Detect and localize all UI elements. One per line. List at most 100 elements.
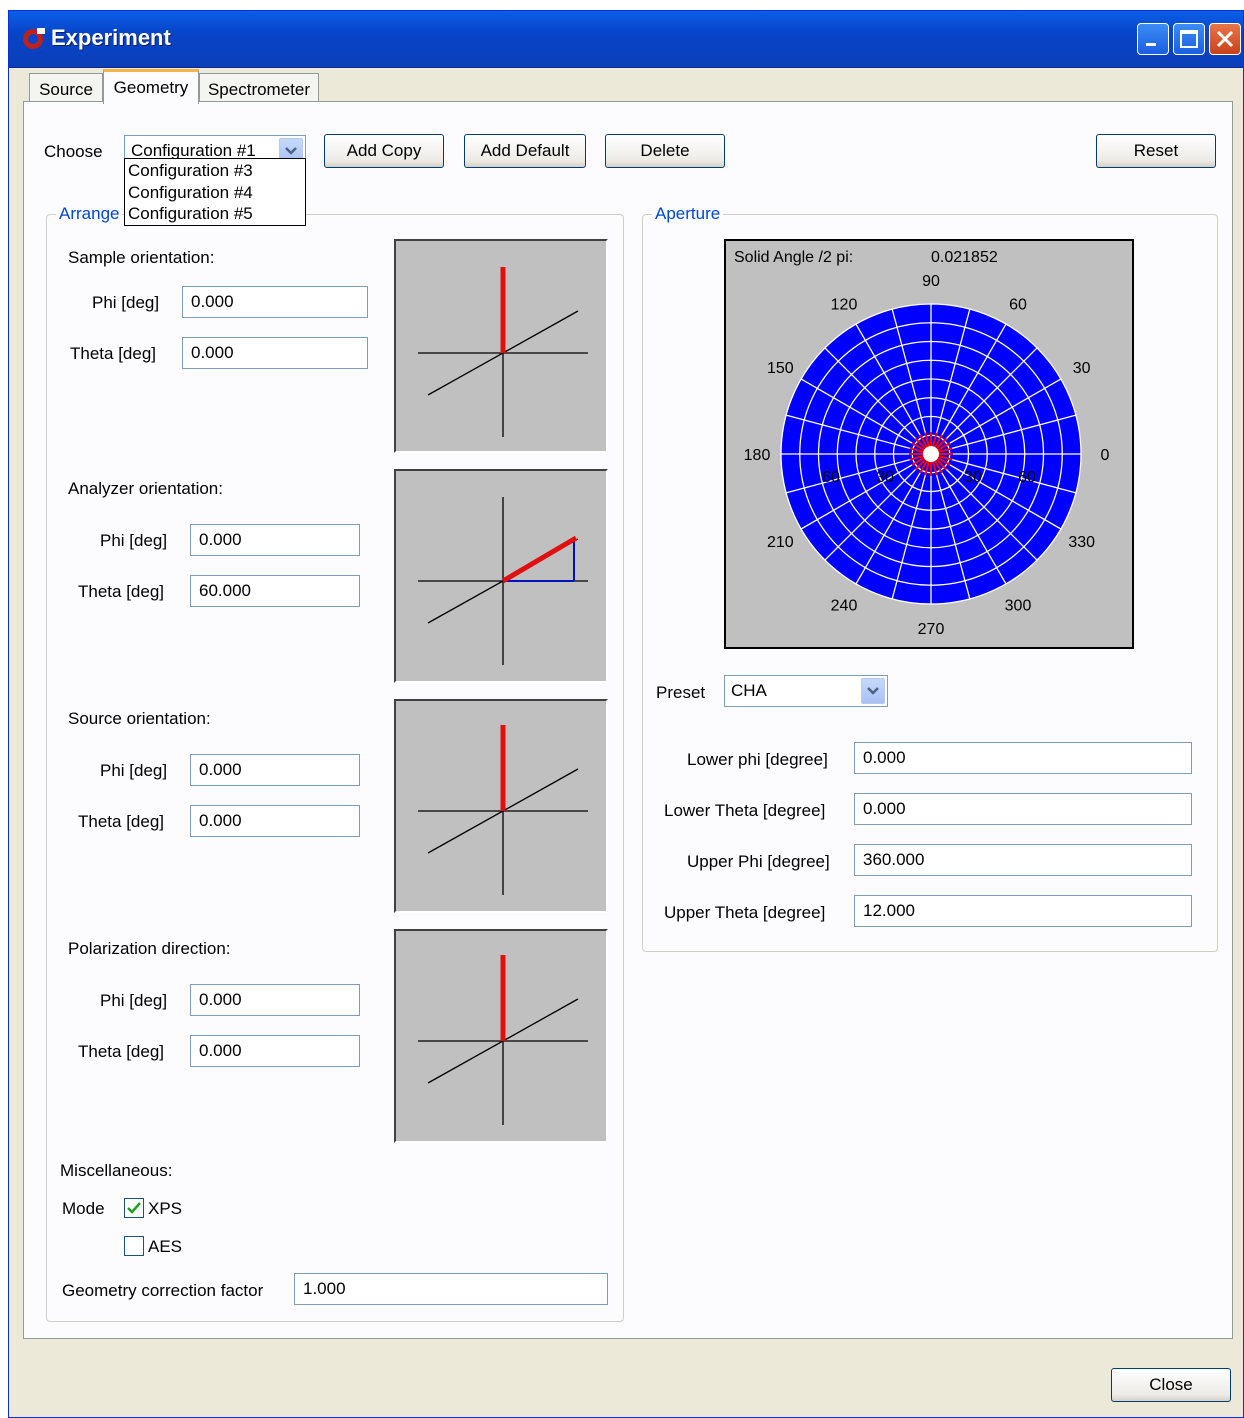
source-theta-label: Theta [deg] xyxy=(78,812,165,831)
angle-label: 240 xyxy=(831,598,858,615)
sample-axes-graphic xyxy=(418,267,588,437)
sample-theta-label: Theta [deg] xyxy=(70,344,157,363)
angle-label: 90 xyxy=(922,273,940,290)
polar-spoke xyxy=(891,308,932,455)
add-default-button[interactable]: Add Default xyxy=(464,134,586,168)
polar-spoke xyxy=(930,453,1062,530)
source-axes-graphic xyxy=(418,725,588,895)
geometry-page: Choose Configuration #1 Configuration #3… xyxy=(23,101,1233,1339)
polar-spoke xyxy=(800,378,932,455)
lower-phi-label: Lower phi [degree] xyxy=(687,750,828,769)
angle-label: 180 xyxy=(744,447,771,464)
close-icon xyxy=(1216,30,1234,48)
radial-label: 60 xyxy=(822,469,840,486)
sample-phi-input[interactable]: 0.000 xyxy=(182,286,368,318)
angle-label: 0 xyxy=(1101,447,1110,464)
tab-spectrometer[interactable]: Spectrometer xyxy=(199,73,319,103)
configuration-dropdown-list: Configuration #3 Configuration #4 Config… xyxy=(124,158,306,226)
angle-label: 210 xyxy=(767,534,794,551)
dropdown-option[interactable]: Configuration #3 xyxy=(128,161,253,180)
aperture-group xyxy=(642,214,1218,952)
close-button[interactable]: Close xyxy=(1111,1368,1231,1402)
sample-phi-label: Phi [deg] xyxy=(92,293,160,312)
analyzer-theta-label: Theta [deg] xyxy=(78,582,165,601)
title-bar[interactable]: Experiment xyxy=(9,11,1243,68)
configuration-value: Configuration #1 xyxy=(131,141,256,160)
upper-phi-label: Upper Phi [degree] xyxy=(687,852,830,871)
polar-spoke xyxy=(930,308,971,455)
aes-checkbox[interactable] xyxy=(124,1236,144,1256)
aperture-polar-plot: Solid Angle /2 pi: 0.021852 0 30 60 90 120 15… xyxy=(724,239,1134,649)
polar-grid-graphic: 0 30 60 90 120 150 180 210 240 270 300 330 60 30 30 60 xyxy=(744,273,1110,638)
angle-label: 120 xyxy=(831,296,858,313)
polar-spoke xyxy=(930,414,1077,455)
polar-spoke xyxy=(785,453,932,494)
lower-theta-label: Lower Theta [degree] xyxy=(664,801,826,820)
aes-label[interactable]: AES xyxy=(148,1237,183,1256)
preset-label: Preset xyxy=(656,683,706,702)
maximize-button[interactable] xyxy=(1173,23,1205,55)
dropdown-option[interactable]: Configuration #4 xyxy=(128,183,253,202)
xps-checkbox[interactable] xyxy=(124,1198,144,1218)
polarization-phi-input[interactable]: 0.000 xyxy=(190,984,360,1016)
upper-theta-label: Upper Theta [degree] xyxy=(664,903,826,922)
polar-spoke xyxy=(891,453,932,600)
polar-spoke xyxy=(930,453,1038,561)
analyzer-heading: Analyzer orientation: xyxy=(68,479,223,498)
analyzer-orientation-plot xyxy=(394,469,608,683)
analyzer-phi-input[interactable]: 0.000 xyxy=(190,524,360,556)
polar-spoke xyxy=(800,453,932,530)
reset-button[interactable]: Reset xyxy=(1096,134,1216,168)
polarization-axes-graphic xyxy=(418,955,588,1125)
analyzer-theta-input[interactable]: 60.000 xyxy=(190,575,360,607)
checkmark-icon xyxy=(127,1202,141,1214)
analyzer-axes-graphic xyxy=(418,497,588,665)
experiment-window: Experiment Source Geometry Spectrometer … xyxy=(8,10,1244,1418)
chevron-down-icon[interactable] xyxy=(861,678,885,704)
tab-source[interactable]: Source xyxy=(29,73,103,103)
dropdown-option[interactable]: Configuration #5 xyxy=(128,204,253,223)
source-heading: Source orientation: xyxy=(68,709,211,728)
close-window-button[interactable] xyxy=(1209,23,1241,55)
angle-label: 60 xyxy=(1009,296,1027,313)
polarization-direction-plot xyxy=(394,929,608,1143)
angle-label: 270 xyxy=(918,621,945,638)
preset-value: CHA xyxy=(731,681,767,700)
add-copy-button[interactable]: Add Copy xyxy=(324,134,444,168)
app-icon xyxy=(23,28,45,49)
polar-spoke xyxy=(855,453,932,585)
polarization-theta-input[interactable]: 0.000 xyxy=(190,1035,360,1067)
delete-button[interactable]: Delete xyxy=(605,134,725,168)
upper-phi-input[interactable]: 360.000 xyxy=(854,844,1192,876)
tab-geometry[interactable]: Geometry xyxy=(103,69,199,104)
angle-label: 300 xyxy=(1005,598,1032,615)
polar-spoke xyxy=(930,347,1038,455)
polar-spoke xyxy=(930,323,1007,455)
source-theta-input[interactable]: 0.000 xyxy=(190,805,360,837)
lower-theta-input[interactable]: 0.000 xyxy=(854,793,1192,825)
polar-spoke xyxy=(785,414,932,455)
polar-spoke xyxy=(930,378,1062,455)
polarization-theta-label: Theta [deg] xyxy=(78,1042,165,1061)
polar-spoke xyxy=(930,453,1077,494)
xps-label[interactable]: XPS xyxy=(148,1199,183,1218)
sample-theta-input[interactable]: 0.000 xyxy=(182,337,368,369)
polarization-heading: Polarization direction: xyxy=(68,939,231,958)
misc-heading: Miscellaneous: xyxy=(60,1161,173,1180)
gcf-label: Geometry correction factor xyxy=(62,1281,264,1300)
minimize-icon xyxy=(1146,43,1156,46)
gcf-input[interactable]: 1.000 xyxy=(294,1273,608,1305)
upper-theta-input[interactable]: 12.000 xyxy=(854,895,1192,927)
polar-spoke xyxy=(855,323,932,455)
polarization-phi-label: Phi [deg] xyxy=(100,991,168,1010)
radial-label: 60 xyxy=(1018,469,1036,486)
mode-label: Mode xyxy=(62,1199,105,1218)
maximize-icon xyxy=(1180,30,1198,48)
solid-angle-value: 0.021852 xyxy=(931,249,998,266)
source-phi-input[interactable]: 0.000 xyxy=(190,754,360,786)
center-dot xyxy=(923,446,939,462)
lower-phi-input[interactable]: 0.000 xyxy=(854,742,1192,774)
minimize-button[interactable] xyxy=(1137,23,1169,55)
preset-select[interactable]: CHA xyxy=(724,675,888,707)
window-title: Experiment xyxy=(51,25,171,50)
